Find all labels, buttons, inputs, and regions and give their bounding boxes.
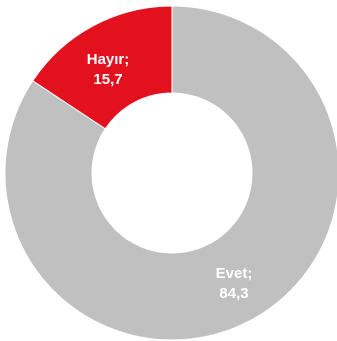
donut-slice-hay-r xyxy=(32,5,173,130)
slice-label-hayir-name: Hayır; xyxy=(87,51,130,68)
slices-group xyxy=(4,5,337,341)
donut-slice-evet xyxy=(4,5,337,341)
slice-label-evet-value: 84,3 xyxy=(219,285,248,302)
slice-label-evet-name: Evet; xyxy=(216,265,253,282)
labels-group: Hayır; 15,7 Evet; 84,3 xyxy=(87,51,253,302)
slice-label-hayir-value: 15,7 xyxy=(93,71,122,88)
